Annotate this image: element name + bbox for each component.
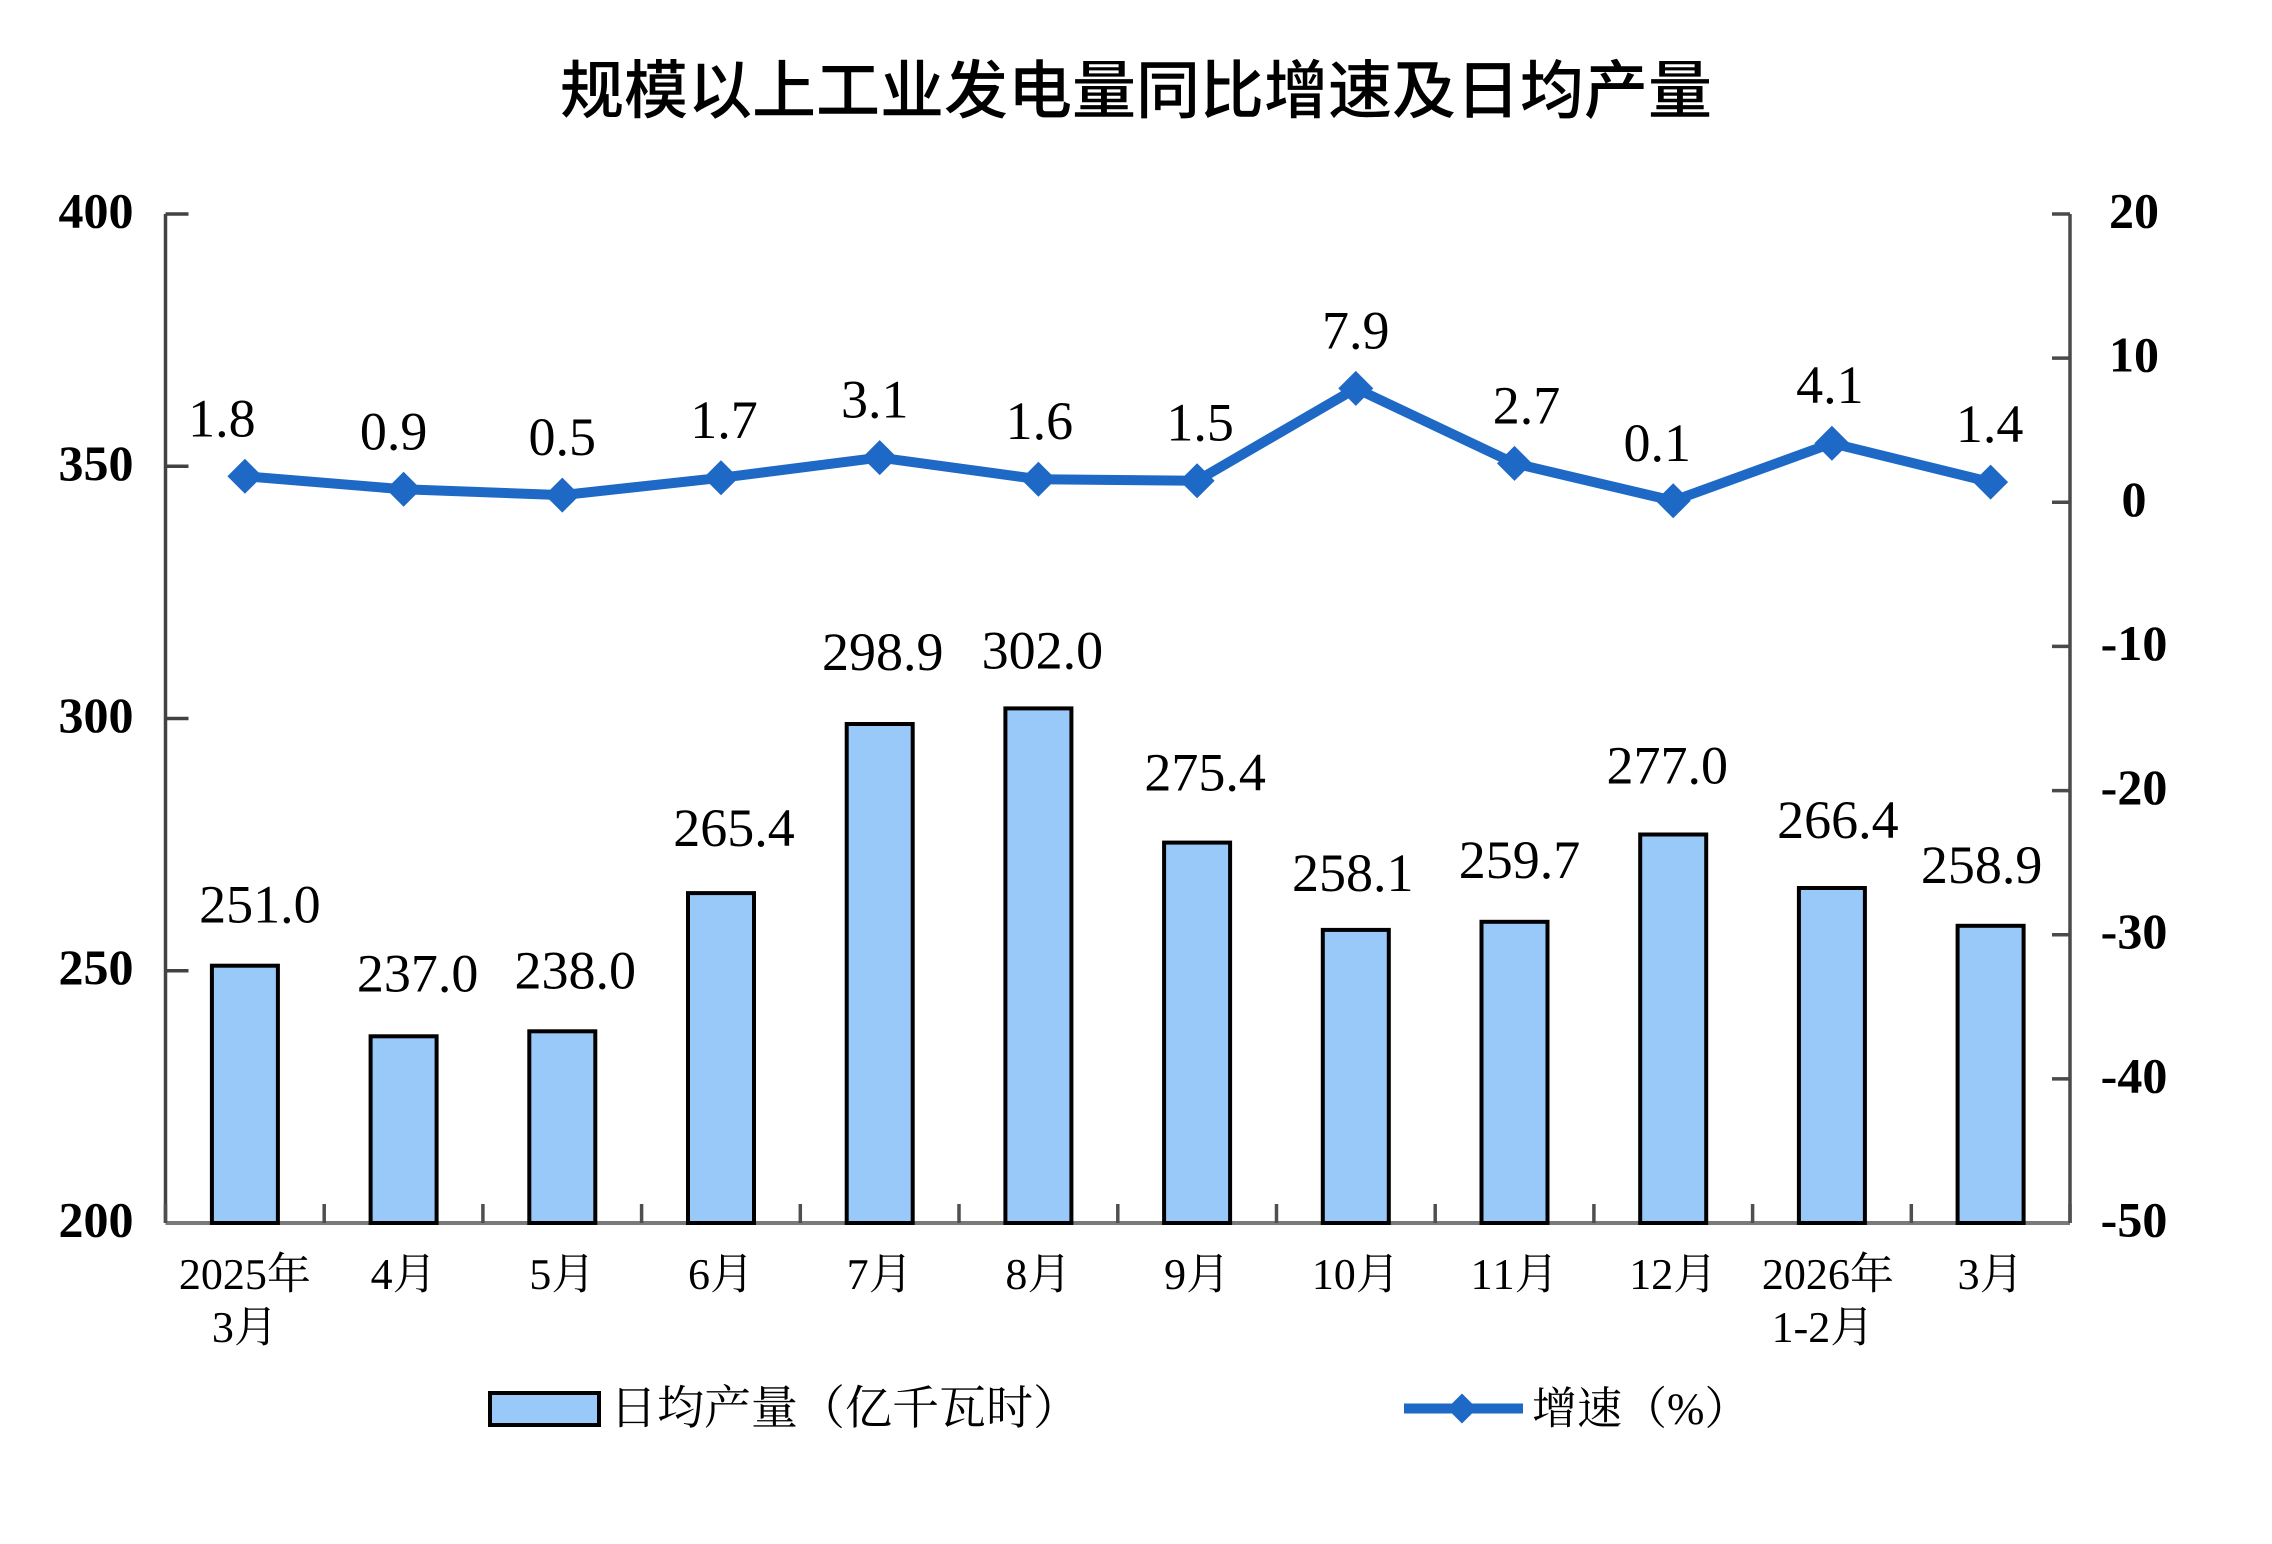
svg-text:2.7: 2.7: [1493, 375, 1561, 435]
svg-text:258.1: 258.1: [1292, 843, 1414, 903]
svg-text:298.9: 298.9: [822, 622, 944, 682]
svg-text:1.5: 1.5: [1166, 393, 1234, 453]
svg-text:0.5: 0.5: [529, 407, 597, 467]
svg-text:238.0: 238.0: [515, 940, 637, 1000]
svg-text:250: 250: [59, 939, 134, 995]
svg-text:1.6: 1.6: [1006, 391, 1074, 451]
svg-text:350: 350: [59, 435, 134, 491]
svg-text:20: 20: [2109, 183, 2159, 239]
svg-text:4.1: 4.1: [1796, 355, 1864, 415]
svg-text:7.9: 7.9: [1322, 300, 1390, 360]
svg-text:0.9: 0.9: [360, 401, 428, 461]
svg-text:400: 400: [59, 183, 134, 239]
svg-text:200: 200: [59, 1192, 134, 1248]
svg-text:259.7: 259.7: [1459, 830, 1581, 890]
svg-text:237.0: 237.0: [357, 943, 479, 1003]
svg-text:-40: -40: [2101, 1047, 2168, 1103]
svg-text:-20: -20: [2101, 759, 2168, 815]
svg-text:0: 0: [2122, 471, 2147, 527]
svg-text:3.1: 3.1: [841, 370, 909, 430]
svg-text:1.7: 1.7: [690, 390, 758, 450]
svg-text:10: 10: [2109, 327, 2159, 383]
svg-text:302.0: 302.0: [982, 620, 1104, 680]
svg-text:0.1: 0.1: [1623, 413, 1691, 473]
svg-text:1.8: 1.8: [188, 388, 256, 448]
svg-text:-30: -30: [2101, 903, 2168, 959]
svg-text:300: 300: [59, 687, 134, 743]
svg-text:266.4: 266.4: [1777, 790, 1899, 850]
svg-text:-10: -10: [2101, 615, 2168, 671]
svg-text:275.4: 275.4: [1144, 743, 1266, 803]
svg-text:251.0: 251.0: [199, 875, 321, 935]
svg-text:265.4: 265.4: [673, 798, 795, 858]
svg-text:277.0: 277.0: [1606, 736, 1728, 796]
svg-text:1.4: 1.4: [1956, 394, 2024, 454]
svg-text:-50: -50: [2101, 1192, 2168, 1248]
svg-text:258.9: 258.9: [1921, 835, 2043, 895]
